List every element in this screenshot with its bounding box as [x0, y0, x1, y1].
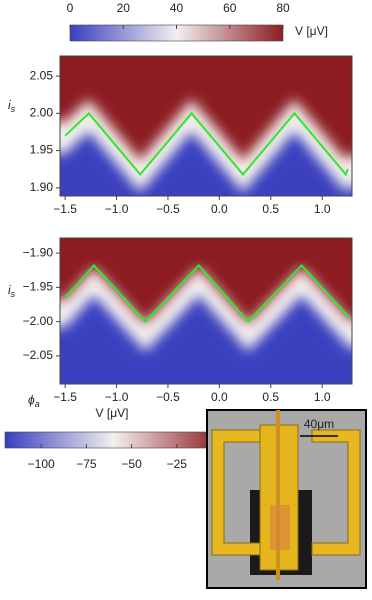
y-tick-label: −1.90 [23, 245, 54, 259]
heatmap-high-region [60, 56, 352, 161]
y-axis-label: is [8, 283, 16, 299]
colorbar-tick-label: 60 [223, 1, 237, 15]
label-symbol: ϕ [28, 393, 35, 407]
y-tick-label: 2.00 [30, 106, 54, 120]
x-tick-label: −1.0 [105, 202, 129, 216]
heatmap-low-region [60, 131, 352, 196]
x-tick-label: −0.5 [156, 202, 180, 216]
heatmap [60, 56, 352, 196]
colorbar-tick-label: 0 [67, 1, 74, 15]
x-tick-label: −1.5 [53, 202, 77, 216]
y-tick-label: 2.05 [30, 68, 54, 82]
y-tick-label: 1.95 [30, 143, 54, 157]
colorbar-tick-label: −100 [28, 457, 55, 471]
x-tick-label: −1.0 [105, 390, 129, 404]
colorbar-tick-label: 80 [276, 1, 290, 15]
junction [270, 505, 290, 550]
right-electrode [311, 429, 361, 556]
label-symbol: i [8, 98, 11, 112]
label-subscript: a [35, 399, 40, 409]
colorbar-tick-label: −50 [121, 457, 142, 471]
y-tick-label: −2.05 [23, 348, 54, 362]
x-tick-label: 0.5 [262, 390, 279, 404]
x-tick-label: −0.5 [156, 390, 180, 404]
x-tick-label: −1.5 [53, 390, 77, 404]
colorbar-tick-label: 20 [117, 1, 131, 15]
y-tick-label: −1.95 [23, 280, 54, 294]
heatmap [60, 238, 352, 384]
x-tick-label: 0.5 [262, 202, 279, 216]
colorbar-tick-label: −75 [76, 457, 97, 471]
colorbar [4, 431, 223, 449]
heatmap-low-region [60, 295, 352, 384]
boundary-line [64, 111, 349, 177]
plot-frame [59, 55, 353, 197]
colorbar-label: V [μV] [96, 406, 129, 420]
y-tick-label: 1.90 [30, 180, 54, 194]
scale-label: 40μm [304, 417, 334, 431]
heatmap-high-region [60, 238, 352, 324]
x-tick-label: 1.0 [314, 202, 331, 216]
inset-image: 40μm [206, 409, 367, 589]
colorbar-label: V [μV] [295, 24, 328, 38]
y-tick-label: −2.00 [23, 314, 54, 328]
colorbar-tick-label: 40 [170, 1, 184, 15]
label-subscript: s [11, 289, 16, 299]
x-tick-label: 0.0 [211, 390, 228, 404]
x-tick-label: 0.0 [211, 202, 228, 216]
boundary-line [64, 263, 351, 324]
x-axis-label: ϕa [28, 393, 40, 409]
wire [276, 410, 280, 580]
x-tick-label: 1.0 [314, 390, 331, 404]
colorbar-tick-label: −25 [167, 457, 188, 471]
plot-frame [59, 237, 353, 385]
label-subscript: s [11, 104, 16, 114]
y-axis-label: is [8, 98, 16, 114]
label-symbol: i [8, 283, 11, 297]
